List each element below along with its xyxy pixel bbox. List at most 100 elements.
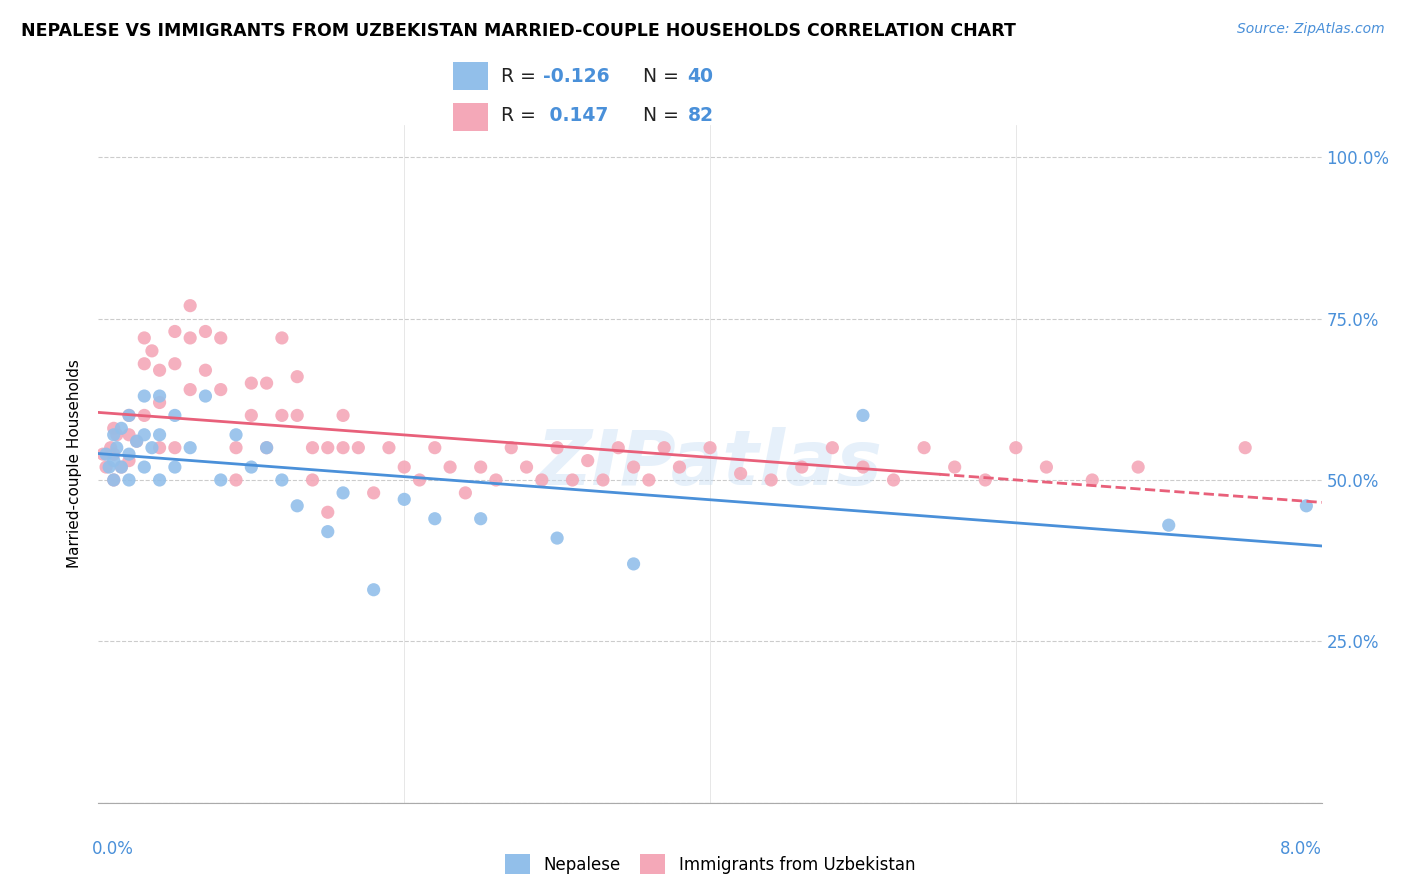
Point bbox=[270, 331, 294, 345]
Point bbox=[149, 363, 172, 377]
Point bbox=[94, 447, 117, 461]
Text: 0.147: 0.147 bbox=[543, 106, 609, 125]
Point bbox=[179, 441, 201, 455]
Point bbox=[110, 421, 132, 435]
Point bbox=[163, 325, 186, 339]
Point bbox=[530, 473, 553, 487]
Point bbox=[125, 434, 148, 449]
Point bbox=[759, 473, 782, 487]
Point bbox=[118, 447, 141, 461]
Point bbox=[623, 460, 645, 475]
Point bbox=[1157, 518, 1180, 533]
Point bbox=[316, 524, 339, 539]
Text: -0.126: -0.126 bbox=[543, 67, 609, 86]
Point bbox=[118, 409, 141, 423]
Point bbox=[699, 441, 721, 455]
Point bbox=[209, 473, 232, 487]
Point bbox=[592, 473, 614, 487]
Text: R =: R = bbox=[502, 106, 548, 125]
Point bbox=[576, 453, 599, 467]
Point bbox=[103, 447, 125, 461]
Point bbox=[332, 409, 354, 423]
Point bbox=[91, 447, 114, 461]
Point bbox=[110, 460, 132, 475]
Point bbox=[105, 427, 128, 442]
Point bbox=[316, 441, 339, 455]
Point bbox=[134, 331, 156, 345]
Point bbox=[332, 486, 354, 500]
Point bbox=[134, 409, 156, 423]
Point bbox=[1035, 460, 1057, 475]
Point bbox=[103, 473, 125, 487]
Point bbox=[179, 331, 201, 345]
Point bbox=[149, 427, 172, 442]
Point bbox=[974, 473, 997, 487]
Point bbox=[790, 460, 813, 475]
Point bbox=[179, 299, 201, 313]
Point bbox=[285, 499, 308, 513]
Point bbox=[821, 441, 844, 455]
Text: 40: 40 bbox=[688, 67, 713, 86]
Point bbox=[852, 409, 875, 423]
Point bbox=[125, 434, 148, 449]
Text: 0.0%: 0.0% bbox=[93, 840, 134, 858]
Point bbox=[149, 389, 172, 403]
Point bbox=[408, 473, 430, 487]
Point bbox=[209, 383, 232, 397]
Point bbox=[163, 409, 186, 423]
FancyBboxPatch shape bbox=[453, 103, 488, 130]
Point bbox=[225, 427, 247, 442]
Point bbox=[209, 331, 232, 345]
Point bbox=[256, 441, 278, 455]
Y-axis label: Married-couple Households: Married-couple Households bbox=[67, 359, 83, 568]
Point bbox=[149, 395, 172, 409]
Point bbox=[561, 473, 583, 487]
Point bbox=[179, 383, 201, 397]
Point bbox=[516, 460, 538, 475]
Point bbox=[194, 325, 217, 339]
Point bbox=[141, 441, 163, 455]
Point bbox=[316, 505, 339, 519]
Point bbox=[118, 473, 141, 487]
Point bbox=[943, 460, 966, 475]
Point bbox=[100, 441, 122, 455]
Point bbox=[607, 441, 630, 455]
Point bbox=[392, 492, 416, 507]
Point bbox=[163, 460, 186, 475]
Point bbox=[1295, 499, 1317, 513]
Point bbox=[225, 441, 247, 455]
Text: NEPALESE VS IMMIGRANTS FROM UZBEKISTAN MARRIED-COUPLE HOUSEHOLDS CORRELATION CHA: NEPALESE VS IMMIGRANTS FROM UZBEKISTAN M… bbox=[21, 22, 1017, 40]
Point bbox=[118, 427, 141, 442]
Point bbox=[485, 473, 508, 487]
Point bbox=[546, 531, 568, 545]
Point bbox=[423, 441, 446, 455]
Point bbox=[392, 460, 416, 475]
Point bbox=[652, 441, 675, 455]
Point bbox=[332, 441, 354, 455]
Point bbox=[163, 357, 186, 371]
Point bbox=[256, 376, 278, 391]
Point bbox=[546, 441, 568, 455]
Point bbox=[103, 473, 125, 487]
Point bbox=[105, 441, 128, 455]
Text: R =: R = bbox=[502, 67, 543, 86]
Text: 8.0%: 8.0% bbox=[1279, 840, 1322, 858]
Point bbox=[852, 460, 875, 475]
Point bbox=[118, 453, 141, 467]
Point bbox=[301, 473, 323, 487]
Point bbox=[98, 460, 121, 475]
Point bbox=[454, 486, 477, 500]
Point bbox=[439, 460, 461, 475]
Point bbox=[225, 473, 247, 487]
Point bbox=[103, 453, 125, 467]
Point bbox=[141, 343, 163, 358]
Point bbox=[363, 486, 385, 500]
Point bbox=[103, 427, 125, 442]
Point bbox=[1081, 473, 1104, 487]
Point bbox=[149, 473, 172, 487]
Point bbox=[623, 557, 645, 571]
Text: 82: 82 bbox=[688, 106, 713, 125]
Point bbox=[668, 460, 690, 475]
Point bbox=[883, 473, 905, 487]
Point bbox=[912, 441, 935, 455]
